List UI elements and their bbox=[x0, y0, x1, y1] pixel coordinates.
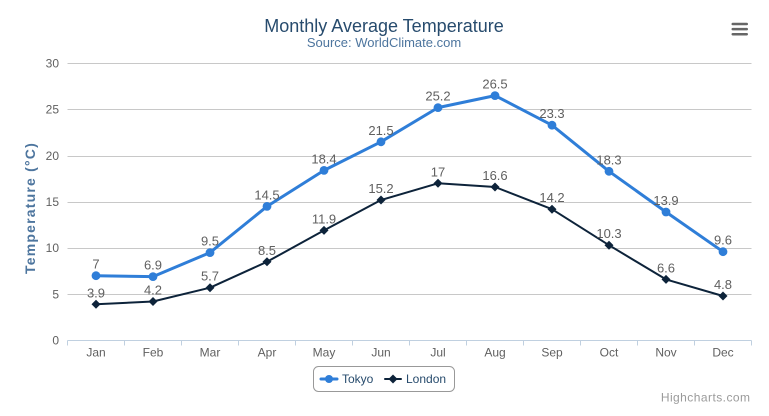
svg-text:Jun: Jun bbox=[371, 346, 390, 360]
svg-text:4.8: 4.8 bbox=[714, 277, 732, 292]
svg-text:8.5: 8.5 bbox=[258, 243, 276, 258]
svg-text:Mar: Mar bbox=[200, 346, 221, 360]
svg-text:18.4: 18.4 bbox=[311, 151, 336, 166]
svg-text:5.7: 5.7 bbox=[201, 269, 219, 284]
svg-text:Oct: Oct bbox=[600, 346, 619, 360]
svg-text:25: 25 bbox=[46, 103, 60, 117]
svg-text:15: 15 bbox=[46, 195, 60, 209]
svg-text:Monthly Average Temperature: Monthly Average Temperature bbox=[264, 16, 503, 36]
svg-text:25.2: 25.2 bbox=[425, 89, 450, 104]
svg-text:20: 20 bbox=[46, 149, 60, 163]
svg-text:10.3: 10.3 bbox=[596, 226, 621, 241]
svg-text:Tokyo: Tokyo bbox=[342, 372, 374, 386]
svg-text:9.6: 9.6 bbox=[714, 233, 732, 248]
svg-text:Nov: Nov bbox=[655, 346, 676, 360]
svg-text:11.9: 11.9 bbox=[312, 211, 336, 226]
svg-text:4.2: 4.2 bbox=[144, 283, 162, 298]
svg-text:15.2: 15.2 bbox=[368, 181, 393, 196]
svg-text:Jan: Jan bbox=[86, 346, 105, 360]
svg-text:30: 30 bbox=[46, 57, 60, 71]
svg-text:5: 5 bbox=[52, 287, 59, 301]
svg-text:Dec: Dec bbox=[712, 346, 733, 360]
svg-text:Aug: Aug bbox=[484, 346, 505, 360]
svg-text:18.3: 18.3 bbox=[596, 152, 621, 167]
svg-text:Sep: Sep bbox=[541, 346, 563, 360]
svg-text:Jul: Jul bbox=[430, 346, 445, 360]
svg-text:16.6: 16.6 bbox=[482, 168, 507, 183]
svg-text:14.2: 14.2 bbox=[539, 190, 564, 205]
svg-text:17: 17 bbox=[431, 164, 445, 179]
svg-text:14.5: 14.5 bbox=[254, 187, 279, 202]
svg-text:0: 0 bbox=[52, 334, 59, 348]
svg-text:21.5: 21.5 bbox=[368, 123, 393, 138]
svg-text:Highcharts.com: Highcharts.com bbox=[661, 391, 751, 405]
svg-text:Feb: Feb bbox=[143, 346, 164, 360]
svg-text:6.9: 6.9 bbox=[144, 258, 162, 273]
svg-text:6.6: 6.6 bbox=[657, 260, 675, 275]
svg-text:10: 10 bbox=[46, 241, 60, 255]
svg-text:3.9: 3.9 bbox=[87, 285, 105, 300]
svg-text:London: London bbox=[406, 372, 446, 386]
svg-text:Apr: Apr bbox=[258, 346, 277, 360]
svg-text:Temperature (°C): Temperature (°C) bbox=[22, 142, 38, 274]
svg-text:Source: WorldClimate.com: Source: WorldClimate.com bbox=[307, 35, 461, 50]
svg-text:23.3: 23.3 bbox=[539, 106, 564, 121]
svg-text:13.9: 13.9 bbox=[653, 193, 678, 208]
svg-text:7: 7 bbox=[92, 257, 99, 272]
svg-text:26.5: 26.5 bbox=[482, 77, 507, 92]
svg-text:May: May bbox=[313, 346, 336, 360]
svg-text:9.5: 9.5 bbox=[201, 234, 219, 249]
